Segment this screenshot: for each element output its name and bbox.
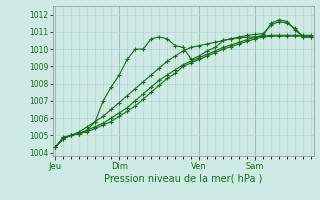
X-axis label: Pression niveau de la mer( hPa ): Pression niveau de la mer( hPa ) xyxy=(104,173,262,183)
